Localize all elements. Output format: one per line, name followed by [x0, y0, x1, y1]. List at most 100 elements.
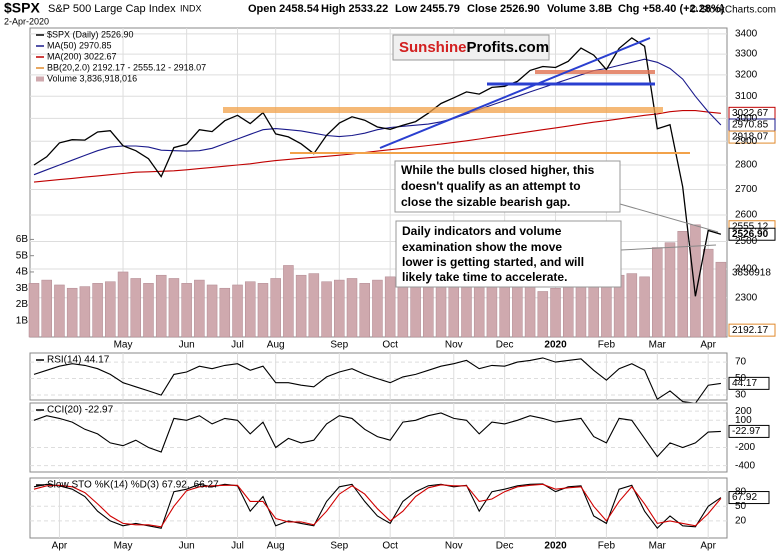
value-box: [728, 376, 770, 390]
trend-line: [379, 37, 651, 149]
volume-bar: [143, 283, 154, 338]
x-tick-label: May: [114, 541, 133, 552]
series-line: [33, 357, 721, 404]
volume-bar: [461, 279, 472, 338]
annotation-box: [395, 220, 622, 288]
logo-part: Profits.com: [467, 39, 550, 56]
volume-bar: [384, 276, 396, 338]
volume-bar: [334, 279, 345, 338]
volume-bar: [54, 284, 65, 338]
resistance-zone: [535, 70, 655, 74]
x-tick-label: May: [114, 340, 133, 351]
y-tick-label: 2900: [735, 136, 758, 147]
resistance-zone: [223, 107, 663, 113]
legend-entry: RSI(14) 44.17: [47, 355, 110, 366]
x-tick-label: Nov: [445, 541, 463, 552]
y-tick-label: 50: [735, 501, 747, 512]
x-tick-label: Apr: [700, 541, 716, 552]
volume-bar: [486, 283, 498, 338]
volume-bar: [117, 271, 129, 338]
value-box: [728, 130, 776, 144]
pointer: [620, 244, 717, 251]
value-box: [728, 424, 770, 438]
symbol: $SPX: [4, 0, 40, 16]
series-line: [33, 483, 722, 530]
annotation-line: doesn't qualify as an attempt to: [401, 179, 581, 193]
x-tick-label: Apr: [700, 340, 716, 351]
volume-bar: [410, 281, 421, 338]
volume-bar: [105, 281, 116, 338]
volume-bar: [41, 279, 52, 338]
y2-tick-label: 4B: [16, 267, 29, 278]
x-tick-label: Aug: [267, 340, 285, 351]
logo-part: Sunshine: [399, 39, 467, 56]
legend-entry: Volume 3,836,918,016: [47, 73, 137, 83]
y-tick-label: 200: [735, 406, 752, 417]
volume-bar: [372, 279, 383, 338]
y-tick-label: 2800: [735, 160, 758, 171]
volume-bar: [690, 224, 701, 338]
volume-bar: [626, 273, 638, 338]
series-line: [33, 110, 721, 183]
volume-bar: [92, 283, 103, 338]
volume-bar: [664, 242, 676, 338]
y-tick-label: 3200: [735, 69, 758, 80]
volume-bar: [219, 287, 231, 338]
value-label: 2192.17: [732, 325, 769, 336]
volume-bar: [283, 265, 294, 338]
annotation-box: [394, 160, 621, 213]
volume-bar: [550, 287, 561, 338]
volume-bar: [66, 287, 78, 338]
legend-entry: MA(200) 3022.67: [47, 51, 117, 61]
value-label: 2526.90: [732, 229, 769, 240]
volume-bar: [295, 274, 307, 338]
y-tick-label: 100: [735, 415, 752, 426]
value-box: [728, 227, 776, 241]
y2-tick-label: 5B: [16, 250, 29, 261]
x-tick-label: Jul: [231, 541, 244, 552]
panel-frame: [29, 477, 728, 539]
header: $SPX S&P 500 Large Cap Index INDX 2-Apr-…: [4, 0, 776, 26]
volume-bar: [321, 281, 332, 338]
x-tick-label: Dec: [496, 541, 514, 552]
y-tick-label: 2600: [735, 210, 758, 221]
volume-bar: [702, 248, 714, 338]
value-label: 2555.12: [732, 221, 769, 232]
series-line: [33, 412, 721, 458]
y-tick-label: 2300: [735, 292, 758, 303]
annotation-line: Daily indicators and volume: [402, 224, 562, 238]
x-tick-label: Aug: [267, 541, 285, 552]
volume-bar: [244, 281, 256, 338]
legend-entry: CCI(20) -22.97: [47, 405, 114, 416]
x-tick-label: Mar: [649, 541, 667, 552]
quote-change: Chg +58.40 (+2.28%): [618, 3, 725, 15]
x-tick-label: Jun: [179, 340, 195, 351]
legend-entry: Slow STO %K(14) %D(3) 67.92,: [47, 480, 190, 491]
legend-entry: BB(20,2.0) 2192.17 - 2555.12 - 2918.07: [47, 62, 206, 72]
index-name: S&P 500 Large Cap Index: [48, 3, 176, 15]
logo-box: [392, 34, 550, 61]
x-tick-label: Feb: [598, 541, 616, 552]
exchange: INDX: [180, 3, 202, 13]
y-tick-label: -200: [735, 442, 755, 453]
volume-bar: [562, 281, 574, 338]
quote-high: High 2533.22: [321, 3, 388, 15]
annotation-line: While the bulls closed higher, this: [401, 163, 595, 177]
y2-tick-label: 1B: [16, 315, 29, 326]
value-label: -22.97: [732, 426, 761, 437]
x-tick-label: Jul: [231, 340, 244, 351]
volume-bar: [448, 279, 460, 338]
y-tick-label: 3100: [735, 91, 758, 102]
value-box: [728, 491, 770, 505]
value-label: 67.92: [732, 492, 757, 503]
volume-bar: [308, 273, 320, 338]
quote-close: Close 2526.90: [467, 3, 540, 15]
panel-frame: [29, 352, 728, 401]
y-tick-label: 2400: [735, 264, 758, 275]
volume-bar: [652, 247, 663, 338]
volume-bar: [473, 281, 485, 338]
volume-bar: [537, 291, 549, 338]
volume-bar: [715, 261, 727, 338]
volume-bar: [232, 284, 243, 338]
